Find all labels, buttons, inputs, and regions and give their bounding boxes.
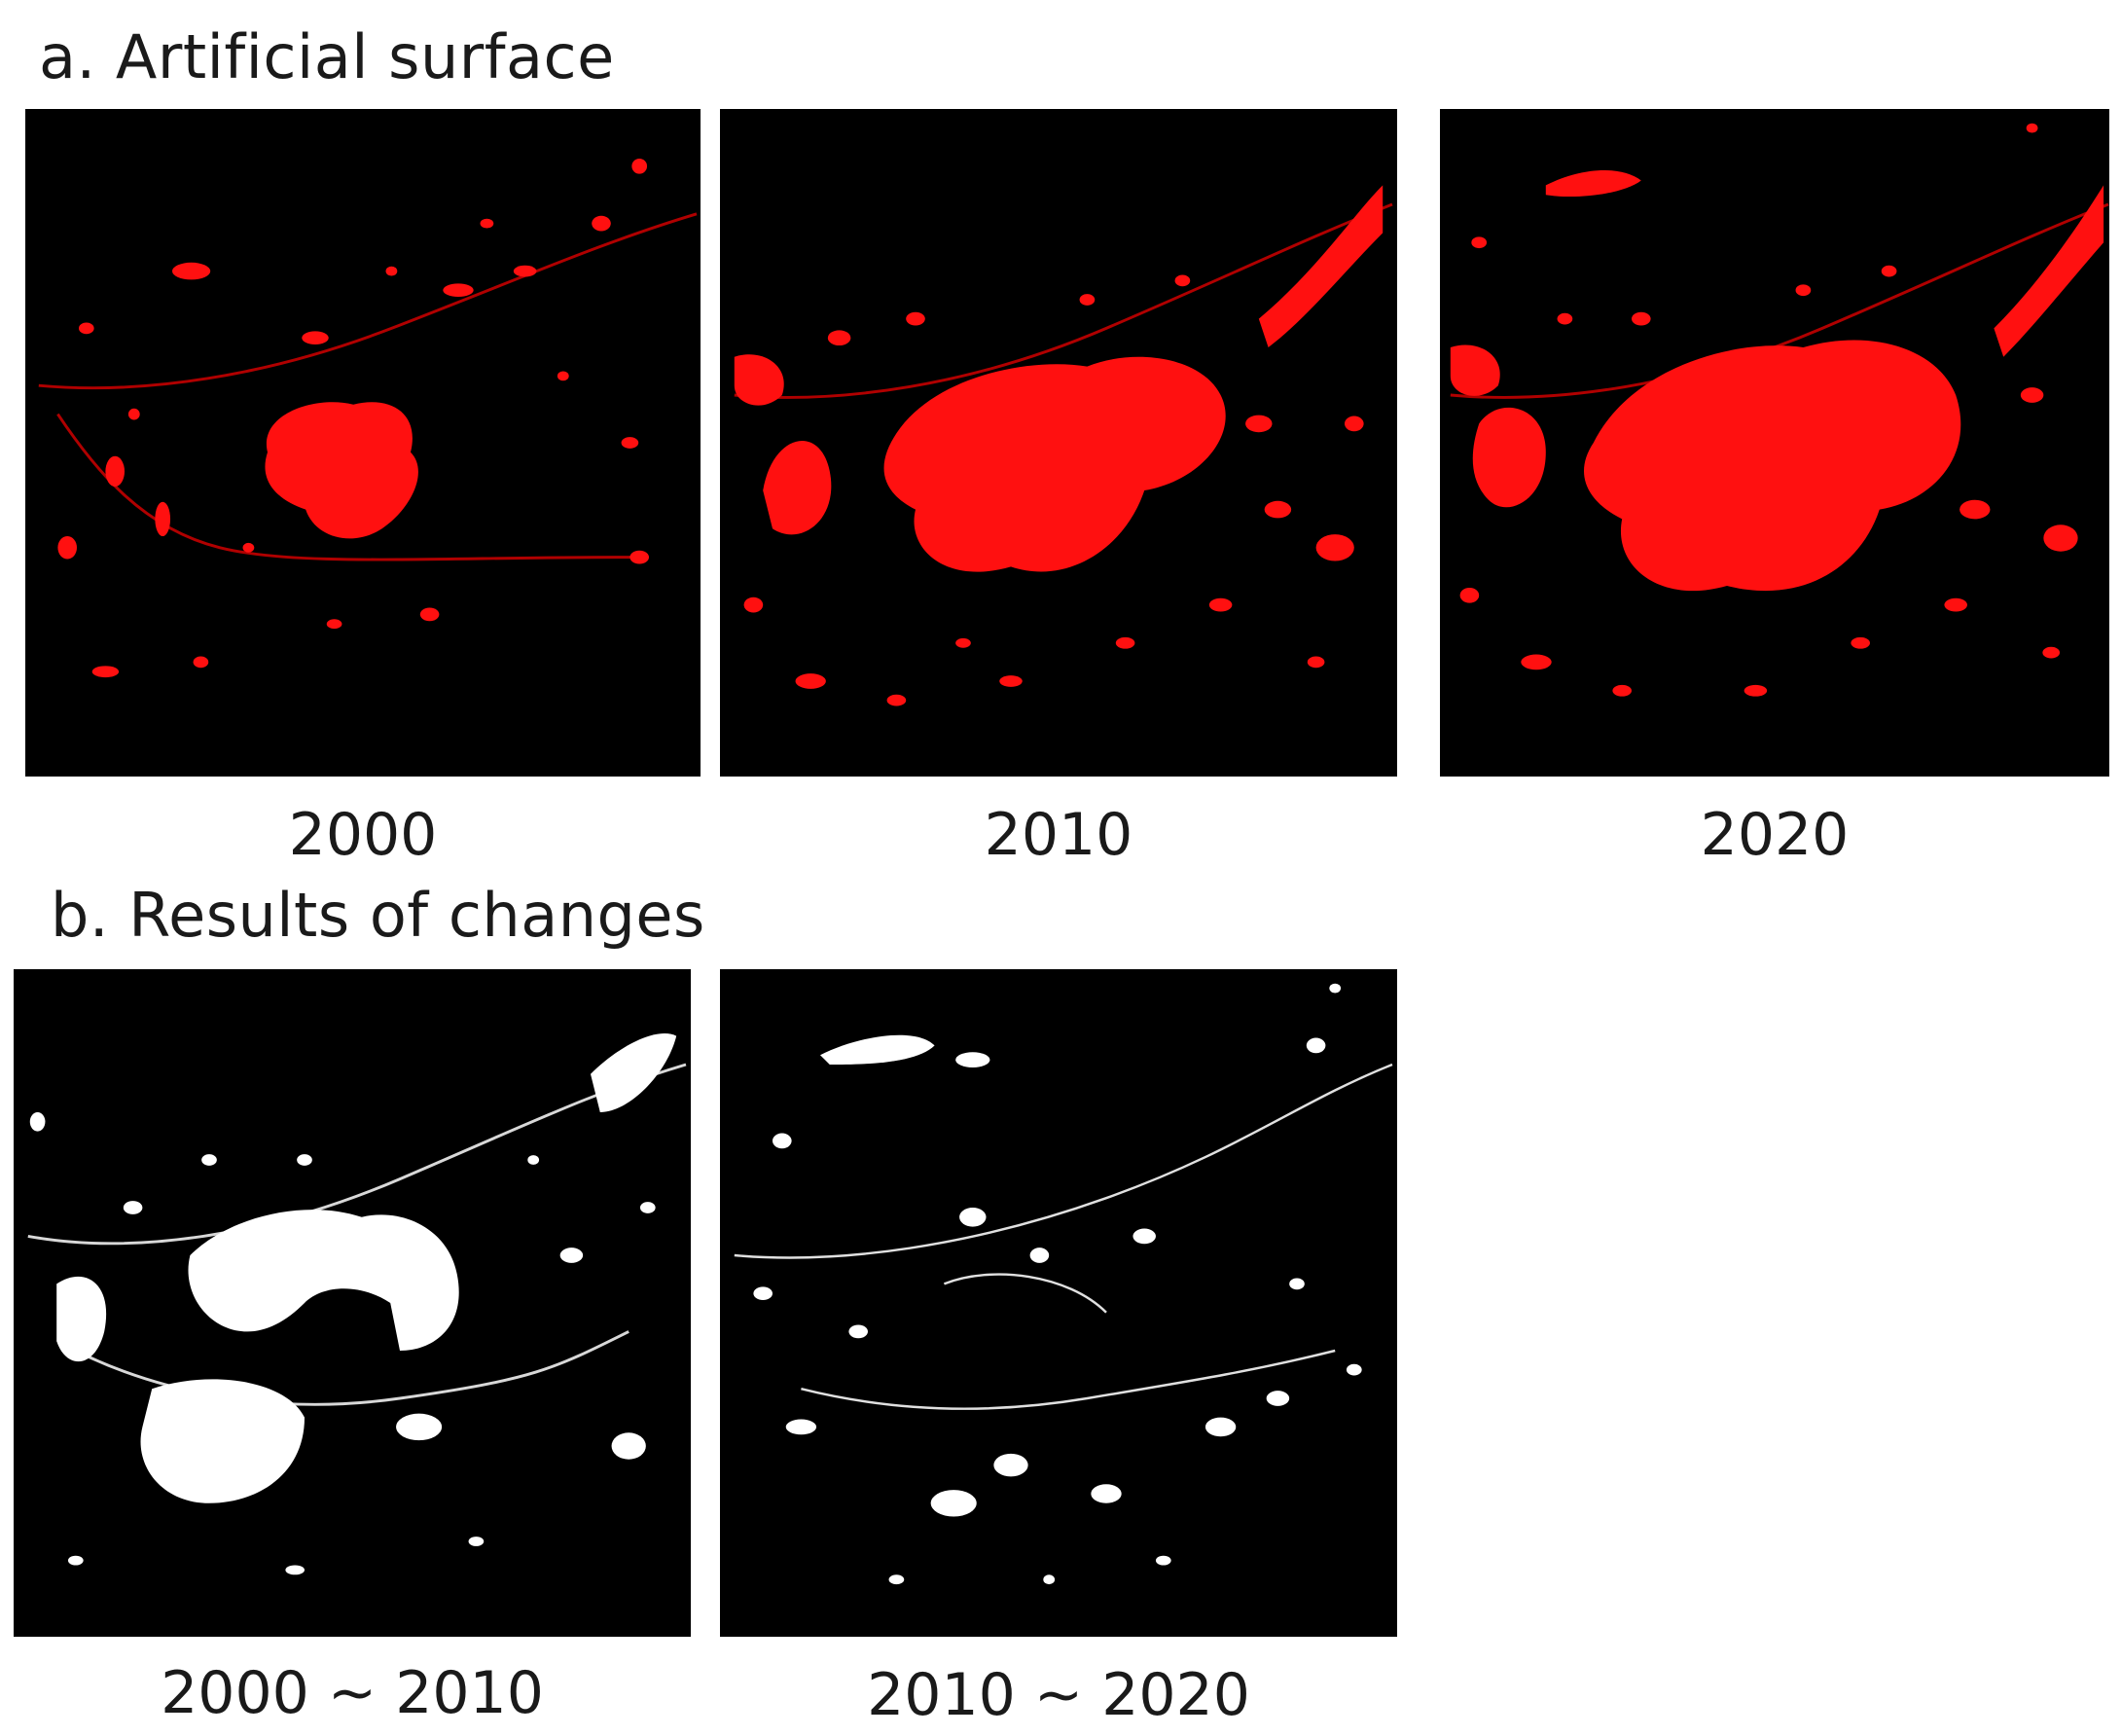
section-a-title: a. Artificial surface xyxy=(39,21,615,92)
change-panel-2010-2020 xyxy=(720,969,1397,1637)
change-patches xyxy=(29,1033,677,1575)
artificial-surface-map-2020 xyxy=(1450,123,2109,697)
road-line xyxy=(1450,202,2109,399)
year-label-2020: 2020 xyxy=(1700,801,1850,869)
artificial-surface-patches xyxy=(57,158,649,678)
city-core xyxy=(883,356,1226,572)
section-b-title: b. Results of changes xyxy=(51,880,705,951)
year-label-2010: 2010 xyxy=(984,801,1133,869)
map-panel-2010 xyxy=(720,109,1397,777)
change-map-2000-2010 xyxy=(27,1033,687,1575)
change-map-2010-2020 xyxy=(734,983,1393,1585)
road-line xyxy=(801,1349,1336,1410)
artificial-surface-map-2010 xyxy=(734,185,1393,706)
change-patches xyxy=(753,983,1362,1585)
map-panel-2020 xyxy=(1440,109,2109,777)
city-core xyxy=(1584,340,1961,592)
year-label-2000: 2000 xyxy=(288,801,438,869)
city-core xyxy=(265,402,418,539)
artificial-surface-patches xyxy=(1450,123,2104,697)
road-line xyxy=(38,212,698,390)
change-panel-2000-2010 xyxy=(14,969,691,1637)
artificial-surface-patches xyxy=(734,185,1384,706)
map-panel-2000 xyxy=(25,109,701,777)
road-line xyxy=(943,1273,1107,1314)
road-line xyxy=(734,1063,1393,1259)
road-line xyxy=(734,202,1393,399)
period-label-2010-2020: 2010 ~ 2020 xyxy=(867,1661,1250,1729)
road-line xyxy=(56,413,640,561)
period-label-2000-2010: 2000 ~ 2010 xyxy=(161,1659,544,1727)
road-line xyxy=(75,1330,629,1406)
artificial-surface-map-2000 xyxy=(38,158,698,678)
